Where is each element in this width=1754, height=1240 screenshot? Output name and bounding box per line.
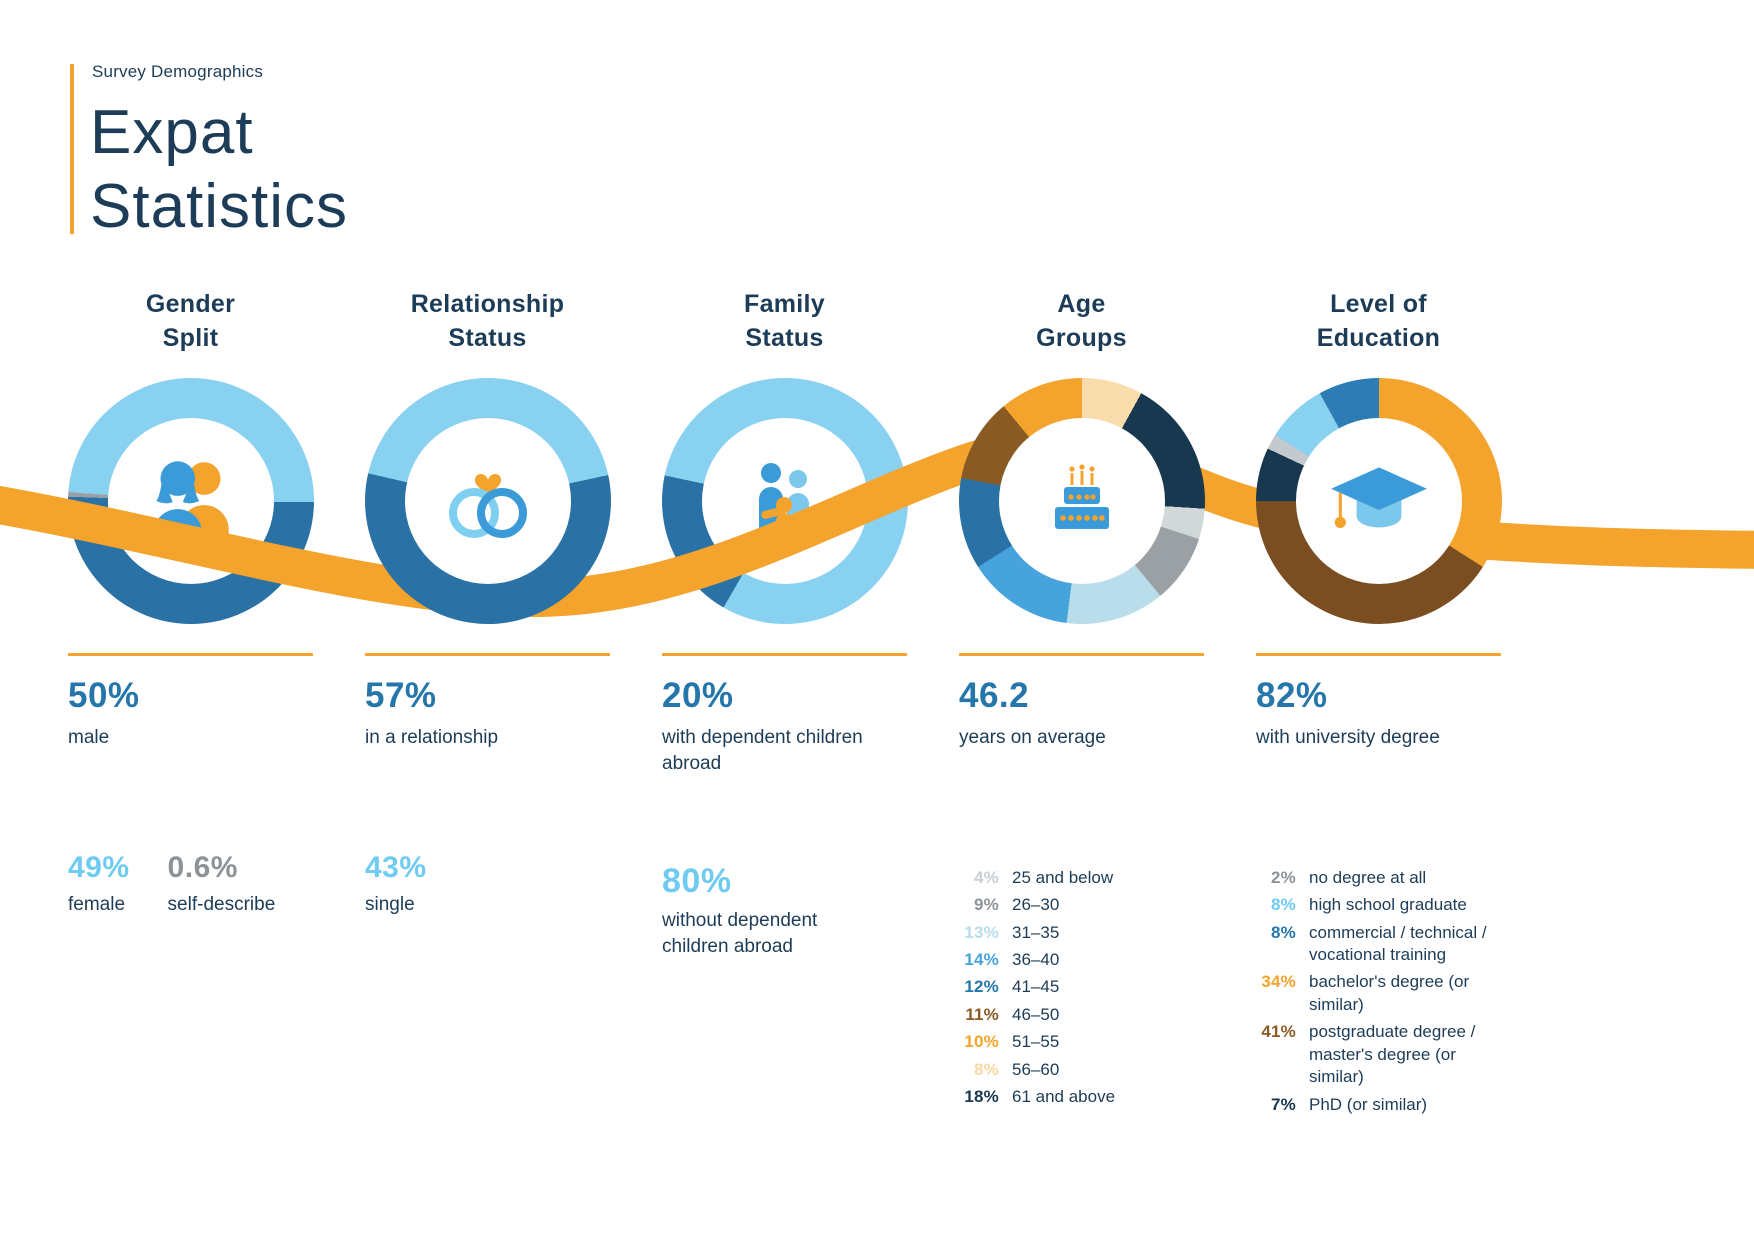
column-level-of-education: Level of Education 82% with university d… [1230,288,1527,1121]
divider [68,653,313,656]
education-row: 41% postgraduate degree / master's degree… [1261,1022,1476,1087]
accent-bar [70,64,74,234]
family-primary-label: with dependent children abroad [662,727,863,774]
column-gender-split: Gender Split [42,288,339,1121]
divider [662,653,907,656]
age-row: 18% 61 and above [964,1087,1116,1107]
page-title-line2: Statistics [90,172,349,242]
rings-heart-icon [449,474,527,538]
education-row: 8% commercial / technical / vocational tr… [1271,922,1487,964]
relationship-donut-chart [365,378,611,624]
birthday-cake-icon [1055,464,1109,529]
gender-donut-chart [68,378,314,624]
age-row: 12% 41–45 [964,977,1060,997]
column-age-groups: Age Groups [933,288,1230,1121]
column-relationship-status: Relationship Status 57% in a relationshi… [339,288,636,1121]
age-row: 14% 36–40 [964,949,1060,969]
column-family-status: Family Status [636,288,933,1121]
page-header: Survey Demographics Expat Statistics [70,62,348,245]
divider [959,653,1204,656]
age-row: 11% 46–50 [965,1004,1060,1024]
education-primary-value: 82% [1256,676,1328,715]
age-row: 8% 56–60 [974,1059,1060,1079]
relationship-primary-value: 57% [365,676,437,715]
eyebrow-text: Survey Demographics [92,62,264,81]
gender-secondary-female: 49% female [68,850,130,915]
gender-primary-label: male [68,727,110,748]
stats-columns: Gender Split [42,288,1527,1121]
education-primary-label: with university degree [1256,727,1440,748]
column-title: Gender Split [145,290,236,352]
divider [1256,653,1501,656]
age-row: 13% 31–35 [964,922,1060,942]
education-breakdown-list: 2% no degree at all 8% high school graduat… [1256,867,1501,1116]
education-row: 7% PhD (or similar) [1271,1094,1428,1114]
page-title-line1: Expat [90,98,254,167]
people-icon [153,461,229,546]
age-breakdown-list: 4% 25 and below 9% 26–30 13% 31–35 14% 36–40… [959,867,1204,1109]
gender-secondary-selfdescribe: 0.6% self-describe [167,850,276,915]
age-primary-label: years on average [959,727,1106,748]
relationship-primary-label: in a relationship [365,727,499,748]
age-row: 9% 26–30 [974,895,1060,915]
family-donut-chart [662,378,908,624]
divider [365,653,610,656]
age-row: 4% 25 and below [974,867,1114,887]
education-donut-chart [1256,378,1502,624]
age-donut-chart [959,378,1205,624]
column-title: Relationship Status [410,290,565,352]
relationship-secondary-single: 43% single [365,850,427,915]
age-primary-value: 46.2 [959,676,1030,715]
graduation-cap-icon [1331,467,1427,528]
family-icon [759,463,809,537]
education-row: 34% bachelor's degree (or similar) [1261,972,1470,1014]
column-title: Family Status [744,290,825,352]
family-primary-value: 20% [662,676,734,715]
family-secondary: 80% without dependent children abroad [662,862,818,957]
column-title: Level of Education [1316,290,1441,352]
education-row: 2% no degree at all [1271,867,1427,887]
gender-primary-value: 50% [68,676,140,715]
page-title: Expat Statistics [90,96,348,245]
age-row: 10% 51–55 [964,1032,1060,1052]
column-title: Age Groups [1036,290,1127,352]
education-row: 8% high school graduate [1271,895,1467,915]
